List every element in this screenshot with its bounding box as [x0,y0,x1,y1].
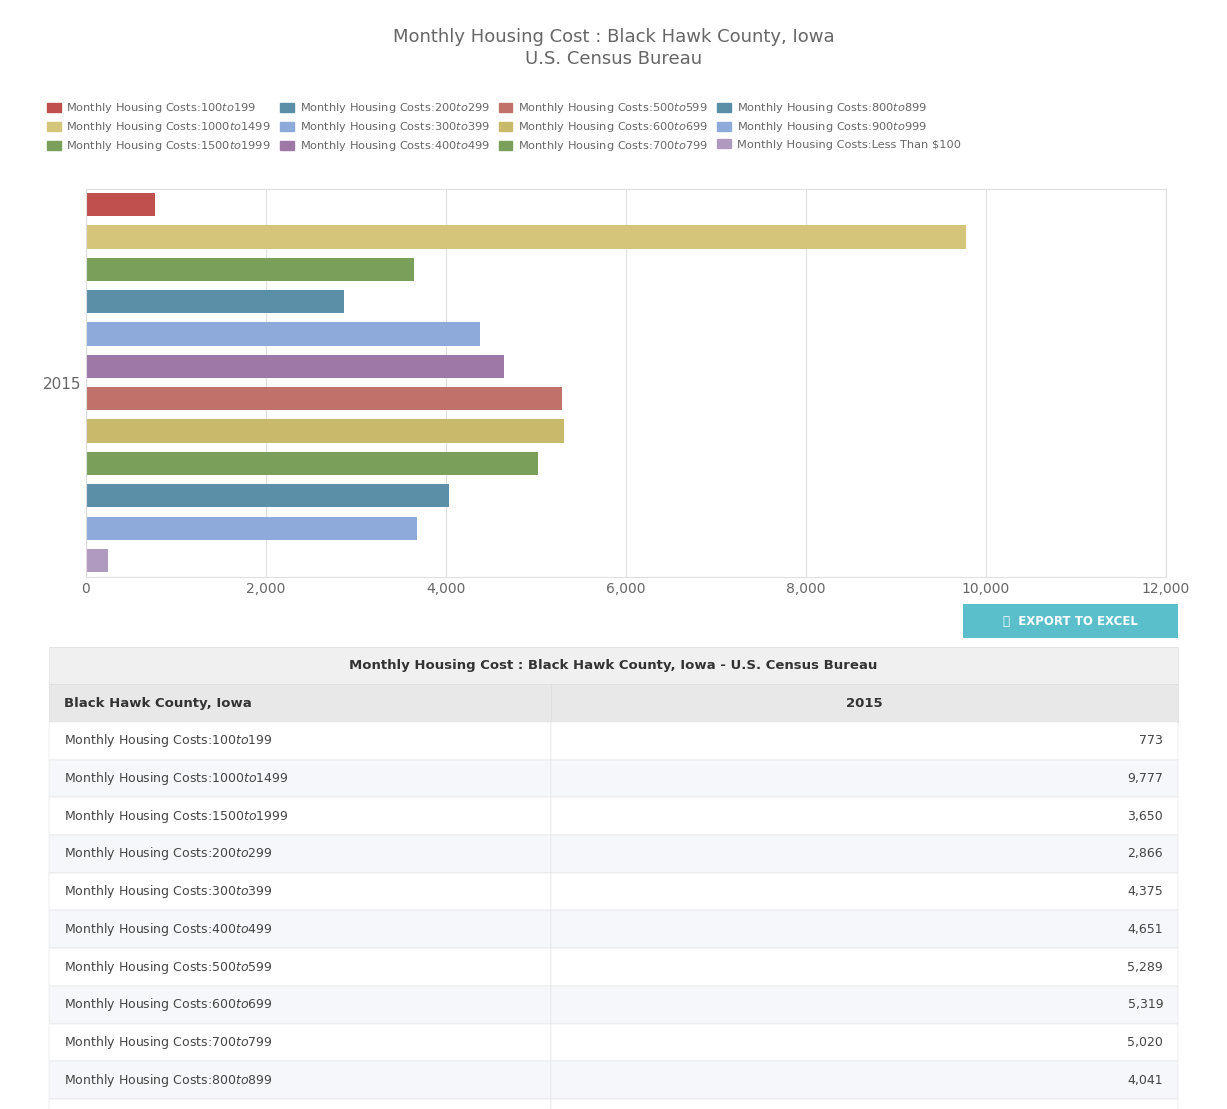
Bar [86,517,417,540]
Bar [86,419,564,442]
Text: 5,020: 5,020 [1128,1036,1163,1049]
Text: 4,041: 4,041 [1128,1074,1163,1087]
Text: 9,777: 9,777 [1128,772,1163,785]
Bar [86,291,344,314]
Text: Monthly Housing Costs:$400 to $499: Monthly Housing Costs:$400 to $499 [64,920,272,938]
Text: Black Hawk County, Iowa: Black Hawk County, Iowa [64,696,252,710]
Text: Monthly Housing Costs:$800 to $899: Monthly Housing Costs:$800 to $899 [64,1071,272,1089]
Text: Monthly Housing Costs:$700 to $799: Monthly Housing Costs:$700 to $799 [64,1034,272,1051]
Text: Monthly Housing Costs:$600 to $699: Monthly Housing Costs:$600 to $699 [64,996,272,1014]
Text: 4,375: 4,375 [1128,885,1163,898]
Text: 5,289: 5,289 [1128,960,1163,974]
Text: 4,651: 4,651 [1128,923,1163,936]
Text: Monthly Housing Costs:$200 to $299: Monthly Housing Costs:$200 to $299 [64,845,272,863]
Bar [86,355,504,378]
Text: Monthly Housing Costs:$1000 to $1499: Monthly Housing Costs:$1000 to $1499 [64,770,288,787]
Text: Monthly Housing Costs:$100 to $199: Monthly Housing Costs:$100 to $199 [64,732,272,750]
Text: 5,319: 5,319 [1128,998,1163,1011]
Text: Monthly Housing Costs:$300 to $399: Monthly Housing Costs:$300 to $399 [64,883,272,901]
Text: Monthly Housing Cost : Black Hawk County, Iowa: Monthly Housing Cost : Black Hawk County… [393,28,834,45]
Text: Monthly Housing Costs:$1500 to $1999: Monthly Housing Costs:$1500 to $1999 [64,807,288,825]
Text: 2015: 2015 [847,696,883,710]
Text: 3,650: 3,650 [1128,810,1163,823]
Bar [86,257,415,281]
Legend: Monthly Housing Costs:$100 to $199, Monthly Housing Costs:$1000 to $1499, Monthl: Monthly Housing Costs:$100 to $199, Mont… [43,96,966,157]
Bar [86,193,156,216]
Bar [86,451,537,475]
Text: U.S. Census Bureau: U.S. Census Bureau [525,50,702,68]
Bar [86,485,449,508]
Text: Monthly Housing Costs:$500 to $599: Monthly Housing Costs:$500 to $599 [64,958,272,976]
Bar [86,549,108,572]
Text: 773: 773 [1140,734,1163,747]
Bar [86,323,480,346]
Text: Monthly Housing Cost : Black Hawk County, Iowa - U.S. Census Bureau: Monthly Housing Cost : Black Hawk County… [350,659,877,672]
Bar [86,387,562,410]
Text: 2,866: 2,866 [1128,847,1163,861]
Text: ⌖  EXPORT TO EXCEL: ⌖ EXPORT TO EXCEL [1004,614,1137,628]
Bar [86,225,966,248]
